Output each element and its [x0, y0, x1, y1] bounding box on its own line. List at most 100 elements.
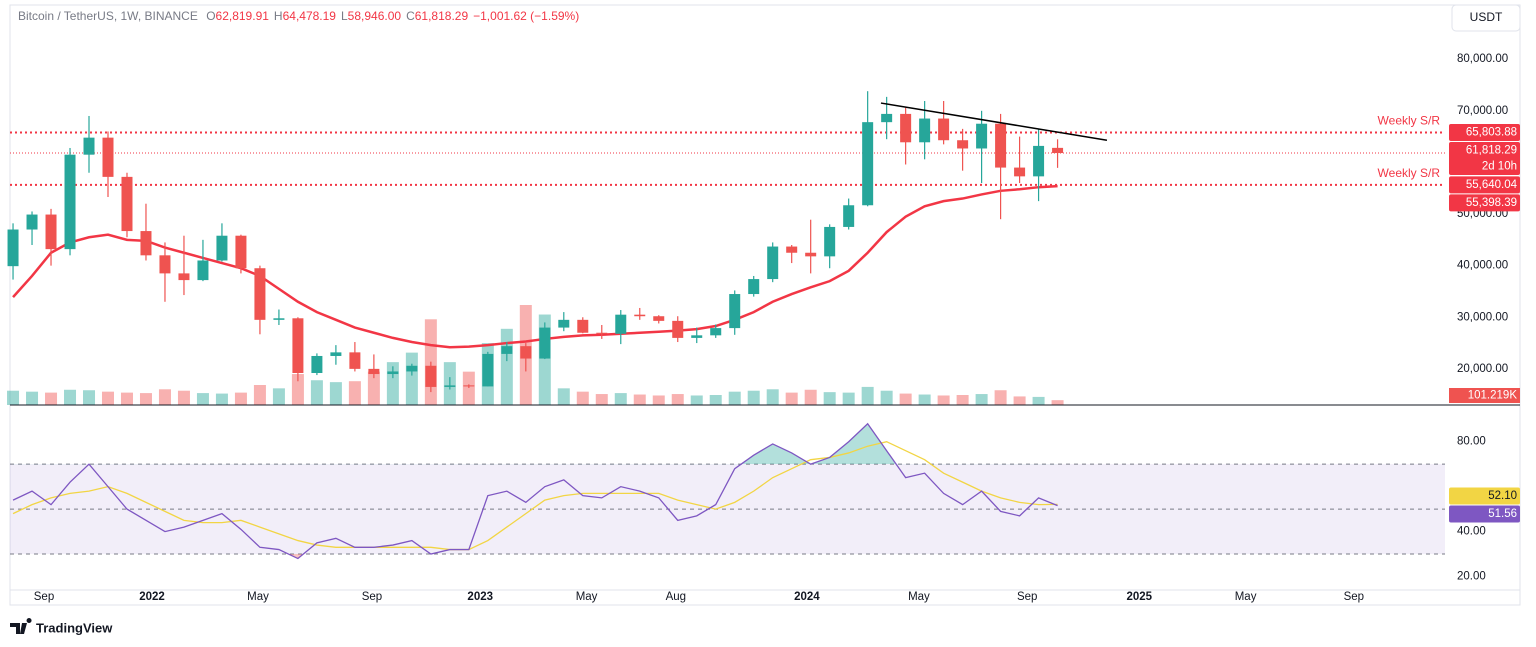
rsi-tick-label: 80.00	[1457, 436, 1486, 448]
volume-bar	[1051, 400, 1064, 405]
volume-bar	[139, 393, 152, 405]
header: Bitcoin / TetherUS, 1W, BINANCE O62,819.…	[18, 9, 579, 23]
candle-body	[995, 123, 1007, 168]
price-label-box	[1449, 123, 1520, 141]
volume-bar	[633, 394, 646, 405]
candle-body	[330, 352, 342, 356]
volume-bar	[272, 388, 285, 405]
volume-bar	[405, 352, 418, 405]
candle-body	[672, 320, 684, 338]
volume-bar	[348, 381, 361, 405]
volume-bar	[1013, 396, 1026, 405]
volume-bar	[861, 386, 874, 405]
candle-body	[691, 335, 703, 338]
brand-logo	[10, 618, 32, 634]
header-value: 64,478.19	[283, 9, 337, 23]
candle-body	[558, 319, 570, 328]
volume-bar	[64, 389, 77, 405]
volume-bar	[823, 392, 836, 405]
volume-bar	[291, 374, 304, 405]
volume-bar	[101, 391, 114, 405]
volume-bar	[804, 389, 817, 405]
brand: TradingView	[36, 620, 113, 635]
rsi-line	[12, 441, 1058, 551]
price-label-box	[1449, 194, 1520, 212]
candle-body	[7, 229, 19, 267]
volume-bar	[1032, 396, 1045, 405]
volume-bar	[26, 391, 39, 405]
time-tick-label: 2024	[794, 591, 820, 603]
price-label: 55,398.39	[1466, 197, 1517, 209]
price-tick-label: 30,000.00	[1457, 311, 1508, 323]
rsi-line	[12, 422, 1058, 560]
volume-bar	[690, 395, 703, 405]
volume-bar	[120, 392, 133, 405]
time-tick-label: May	[908, 591, 930, 603]
price-label-box	[1449, 141, 1520, 175]
moving-average-line	[12, 184, 1058, 349]
volume-bar	[576, 391, 589, 405]
candle-body	[349, 352, 361, 369]
volume-bar	[671, 394, 684, 405]
volume-bar	[880, 390, 893, 405]
candle-body	[900, 113, 912, 143]
price-tick-label: 40,000.00	[1457, 260, 1508, 272]
candle-body	[634, 314, 646, 317]
volume-bar	[975, 394, 988, 405]
trendline	[880, 102, 1108, 141]
volume-bar	[595, 394, 608, 405]
volume-bar	[937, 395, 950, 405]
volume-bar	[747, 390, 760, 405]
frame	[9, 4, 1521, 606]
candle-body	[653, 316, 665, 321]
candle-body	[387, 371, 399, 375]
volume-value-label: 101.219K	[1468, 390, 1518, 402]
volume-bar	[329, 382, 342, 405]
header-value: 58,946.00	[348, 9, 402, 23]
candle-body	[178, 273, 190, 281]
price-label-box	[1449, 487, 1520, 505]
candle-body	[862, 122, 874, 206]
time-tick-label: Sep	[1344, 591, 1364, 603]
volume-bar	[614, 393, 627, 405]
volume-bar	[462, 371, 475, 405]
volume-bar	[177, 390, 190, 405]
candle-body	[501, 346, 513, 354]
plot-layer: 20,000.0030,000.0040,000.0050,000.0060,0…	[7, 53, 1520, 603]
candle-body	[615, 314, 627, 334]
candle-body	[577, 319, 589, 333]
price-label-box	[1449, 176, 1520, 194]
candle-body	[197, 260, 209, 281]
currency-button[interactable]	[1451, 4, 1521, 32]
volume-bar	[215, 393, 228, 405]
time-tick-label: 2022	[139, 591, 165, 603]
candle-body	[292, 318, 304, 373]
time-tick-label: 2025	[1126, 591, 1152, 603]
volume-bar	[918, 394, 931, 405]
symbol: Bitcoin / TetherUS, 1W, BINANCE	[18, 9, 198, 23]
candle-body	[64, 154, 76, 250]
candle-body	[748, 279, 760, 295]
volume-bar	[196, 393, 209, 405]
candle-body	[368, 368, 380, 375]
candle-body	[710, 328, 722, 336]
price-tick-label: 70,000.00	[1457, 105, 1508, 117]
time-tick-label: May	[247, 591, 269, 603]
volume-value-box	[1449, 388, 1520, 403]
level-label: Weekly S/R	[1378, 166, 1441, 180]
volume-bar	[234, 392, 247, 405]
volume-bar	[785, 392, 798, 405]
candle-body	[805, 252, 817, 257]
currency-button-label[interactable]: USDT	[1470, 10, 1503, 24]
candle-body	[444, 385, 456, 387]
candle-body	[26, 214, 38, 230]
candle-body	[596, 332, 608, 334]
candle-body	[216, 235, 228, 261]
header-key: O	[206, 9, 215, 23]
header-change: −1,001.62 (−1.59%)	[473, 9, 579, 23]
rsi-tick-label: 20.00	[1457, 571, 1486, 583]
volume-bar	[728, 391, 741, 405]
candle-body	[102, 137, 114, 177]
volume-bar	[83, 390, 96, 405]
candle-body	[843, 205, 855, 227]
